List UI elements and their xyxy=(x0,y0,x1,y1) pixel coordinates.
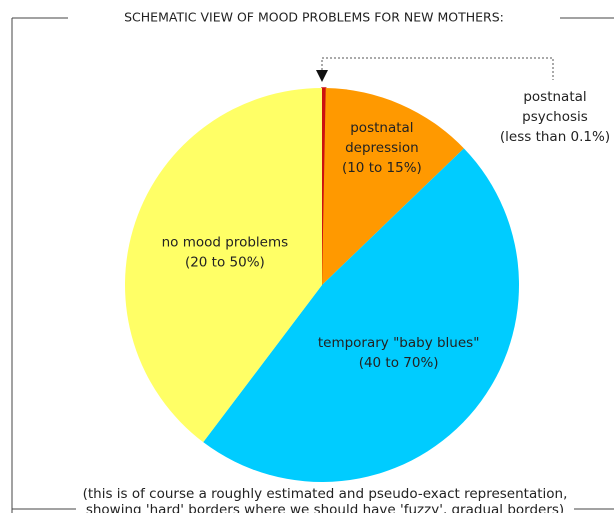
pie-slice xyxy=(125,88,322,443)
pie-slice xyxy=(203,148,519,482)
slice-label: (10 to 15%) xyxy=(342,160,422,176)
slice-label: temporary "baby blues" xyxy=(318,335,480,351)
slice-label: depression xyxy=(345,140,419,156)
note: (this is of course a roughly estimated a… xyxy=(83,486,568,502)
slice-label: (40 to 70%) xyxy=(359,355,439,371)
slice-label: postnatal xyxy=(350,120,413,136)
pie-slice xyxy=(322,88,464,285)
arrow xyxy=(316,70,328,82)
slice-label: (20 to 50%) xyxy=(185,254,265,270)
pie-slice xyxy=(321,87,327,286)
note: showing 'hard' borders where we should h… xyxy=(86,502,564,513)
connector xyxy=(321,57,554,80)
slice-label: psychosis xyxy=(522,109,588,125)
chart-title: SCHEMATIC VIEW OF MOOD PROBLEMS FOR NEW … xyxy=(124,10,504,25)
slice-label: no mood problems xyxy=(162,234,289,250)
slice-label: (less than 0.1%) xyxy=(500,129,610,145)
slice-label: postnatal xyxy=(523,89,586,105)
